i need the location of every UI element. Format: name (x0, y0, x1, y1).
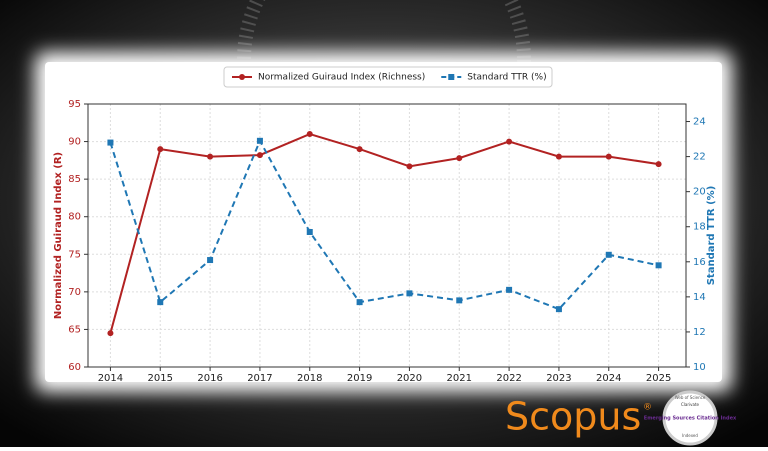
point (207, 257, 214, 264)
point (506, 138, 513, 145)
chart-panel (45, 62, 722, 382)
legend-label: Standard TTR (%) (467, 73, 546, 83)
point (555, 153, 562, 160)
y2-tick-label: 22 (693, 152, 706, 163)
point (655, 262, 662, 269)
series-line (109, 132, 659, 334)
point (406, 163, 413, 170)
scopus-logo: Scopus (505, 395, 641, 439)
y-tick-label: 80 (68, 212, 81, 223)
y2-tick-label: 24 (693, 117, 706, 128)
badge-brand: Clarivate (681, 402, 699, 407)
y-tick-label: 95 (68, 99, 81, 110)
point (456, 155, 463, 162)
point (356, 299, 363, 306)
series-line (109, 138, 659, 311)
x-tick-label: 2024 (596, 373, 621, 384)
y2-tick-label: 14 (693, 292, 706, 303)
y2-tick-label: 18 (693, 222, 706, 233)
badge (662, 390, 718, 446)
point (506, 286, 513, 293)
badge-main: Emerging Sources Citation Index (644, 416, 737, 422)
x-tick-label: 2018 (297, 373, 322, 384)
point (605, 251, 612, 258)
y-axis-label: Normalized Guiraud Index (R) (53, 152, 64, 319)
legend-label: Normalized Guiraud Index (Richness) (258, 73, 425, 83)
point (107, 139, 114, 146)
y-tick-label: 65 (68, 324, 81, 335)
plot-frame (87, 103, 687, 368)
y2-tick-label: 12 (693, 327, 706, 338)
y2-axis-label: Standard TTR (%) (706, 186, 717, 286)
x-tick-label: 2019 (347, 373, 372, 384)
point (356, 146, 363, 153)
registered-mark: ® (643, 403, 652, 413)
point (406, 290, 413, 297)
x-tick-label: 2020 (397, 373, 422, 384)
x-tick-label: 2023 (546, 373, 571, 384)
badge-bottom: Indexed (682, 433, 698, 438)
y2-tick-label: 20 (693, 187, 706, 198)
point (456, 297, 463, 304)
point (107, 330, 114, 337)
point (655, 161, 662, 168)
x-tick-label: 2017 (247, 373, 272, 384)
x-tick-label: 2021 (447, 373, 472, 384)
y2-tick-label: 16 (693, 257, 706, 268)
x-tick-label: 2014 (98, 373, 123, 384)
point (555, 306, 562, 313)
point (256, 152, 263, 159)
y-tick-label: 60 (68, 362, 81, 373)
point (306, 131, 313, 138)
point (207, 153, 214, 160)
y-tick-label: 75 (68, 249, 81, 260)
x-tick-label: 2016 (197, 373, 222, 384)
x-tick-label: 2015 (148, 373, 173, 384)
x-tick-label: 2025 (646, 373, 671, 384)
x-tick-label: 2022 (496, 373, 521, 384)
badge-top: Web of Science (675, 395, 706, 400)
legend-marker (448, 74, 455, 80)
point (605, 153, 612, 160)
y-tick-label: 85 (68, 174, 81, 185)
legend-box (223, 66, 553, 88)
point (157, 146, 164, 153)
point (157, 299, 164, 306)
legend-marker (239, 74, 245, 80)
point (306, 228, 313, 235)
point (256, 137, 263, 144)
y-tick-label: 70 (68, 287, 81, 298)
y2-tick-label: 10 (693, 362, 706, 373)
y-tick-label: 90 (68, 137, 81, 148)
